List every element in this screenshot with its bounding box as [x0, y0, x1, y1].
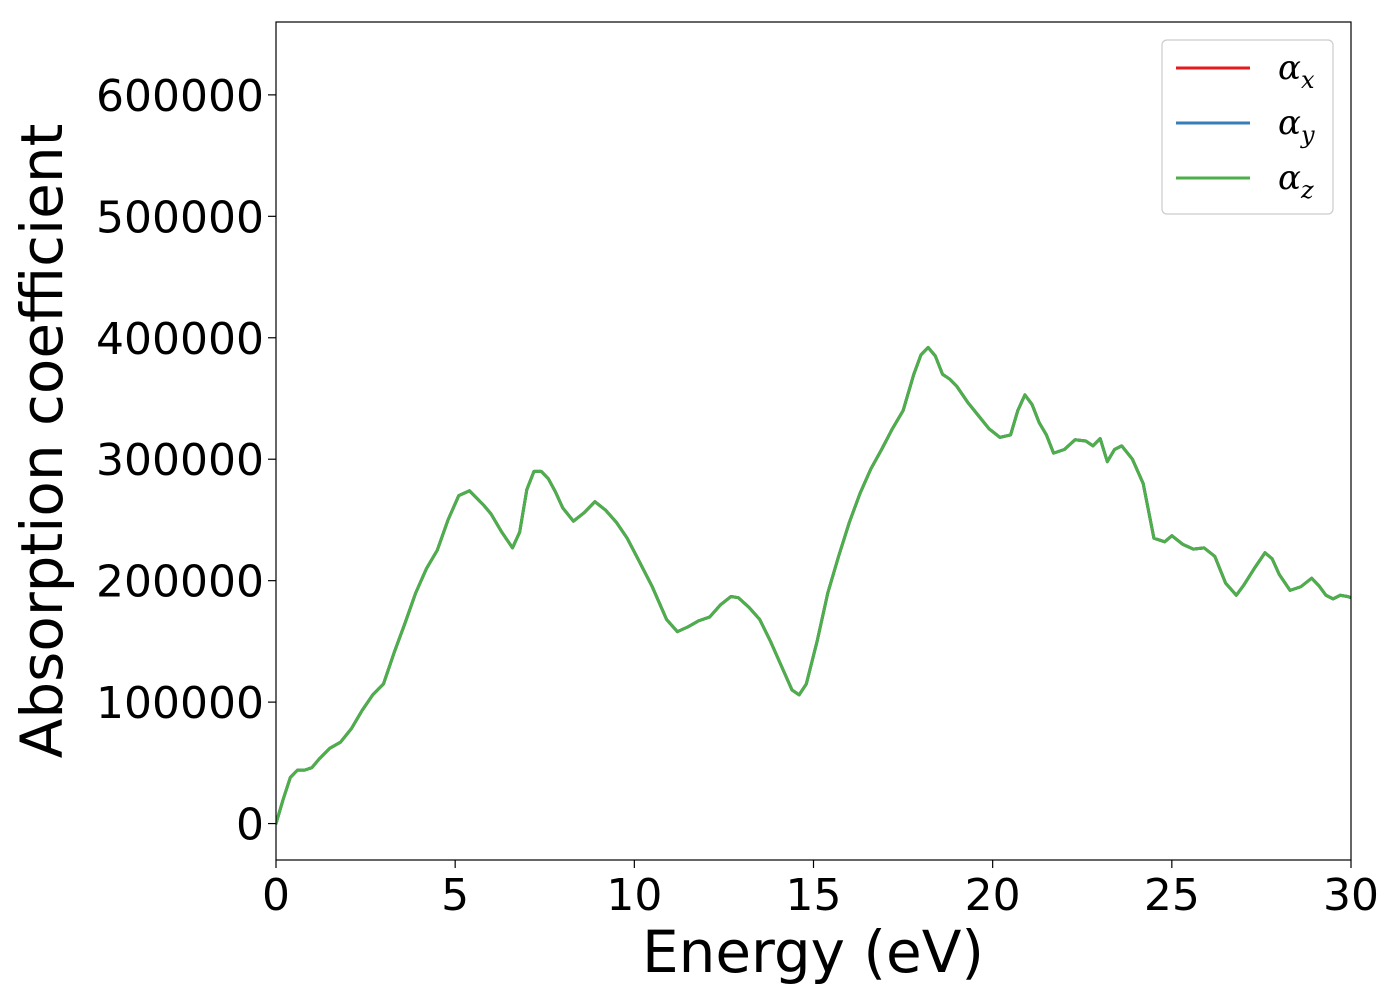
x-tick-label: 0: [262, 870, 290, 921]
series-line-z: [276, 345, 1351, 826]
x-tick-label: 5: [441, 870, 469, 921]
legend-label-z: αz: [1278, 158, 1314, 204]
y-tick-label: 400000: [96, 314, 264, 365]
y-tick-label: 0: [236, 800, 264, 851]
legend-label-y: αy: [1278, 103, 1315, 149]
x-tick-label: 30: [1323, 870, 1379, 921]
legend: αx αy αz: [1161, 39, 1334, 215]
y-tick-label: 600000: [96, 71, 264, 122]
x-tick-label: 10: [606, 870, 662, 921]
y-axis-ticks: 0 100000 200000 300000 400000 500000 600000: [96, 71, 276, 851]
series-lines: [276, 345, 1351, 826]
x-axis-ticks: 0 5 10 15 20 25 30: [262, 860, 1379, 921]
x-axis-title: Energy (eV): [642, 918, 984, 986]
series-line-y: [276, 345, 1351, 826]
y-tick-label: 300000: [96, 435, 264, 486]
legend-label-x: αx: [1278, 48, 1315, 94]
x-tick-label: 20: [965, 870, 1021, 921]
y-axis-title: Absorption coefficient: [8, 124, 76, 759]
legend-box: [1161, 39, 1334, 215]
x-tick-label: 15: [786, 870, 842, 921]
y-tick-label: 500000: [96, 192, 264, 243]
y-tick-label: 100000: [96, 678, 264, 729]
series-line-x: [276, 345, 1351, 826]
x-tick-label: 25: [1144, 870, 1200, 921]
y-tick-label: 200000: [96, 557, 264, 608]
